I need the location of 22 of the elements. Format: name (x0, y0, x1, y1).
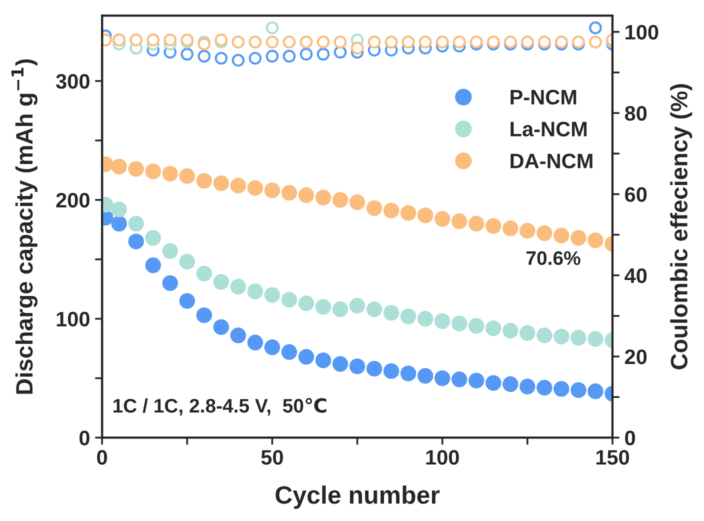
x-axis-title: Cycle number (276, 486, 440, 509)
y-tick-label: 300 (56, 74, 90, 89)
y-axis-title: Discharge capacity (mAh g$^{−1}$) (11, 59, 38, 394)
legend-label: P-NCM (510, 90, 576, 105)
y2-axis-title: Coulombic effeciency (%) (670, 84, 692, 370)
y2-tick-label: 100 (626, 24, 658, 40)
y-tick-label: 200 (56, 192, 90, 208)
annotation: 70.6% (526, 251, 580, 265)
legend-label: DA-NCM (510, 154, 592, 168)
x-tick-label: 50 (261, 450, 283, 465)
y-tick-label: 0 (80, 430, 90, 446)
annotation: 1C / 1C, 2.8-4.5 V, 50℃ (114, 398, 326, 416)
y2-tick-label: 20 (625, 349, 647, 364)
x-tick-label: 100 (426, 450, 459, 465)
y2-tick-label: 80 (624, 106, 647, 121)
y2-tick-label: 0 (625, 430, 636, 446)
x-tick-label: 0 (97, 450, 108, 465)
y2-tick-label: 40 (624, 268, 647, 284)
y2-tick-label: 60 (625, 187, 647, 202)
y-tick-label: 100 (56, 312, 90, 327)
legend-label: La-NCM (510, 122, 587, 136)
x-tick-label: 150 (596, 450, 630, 465)
